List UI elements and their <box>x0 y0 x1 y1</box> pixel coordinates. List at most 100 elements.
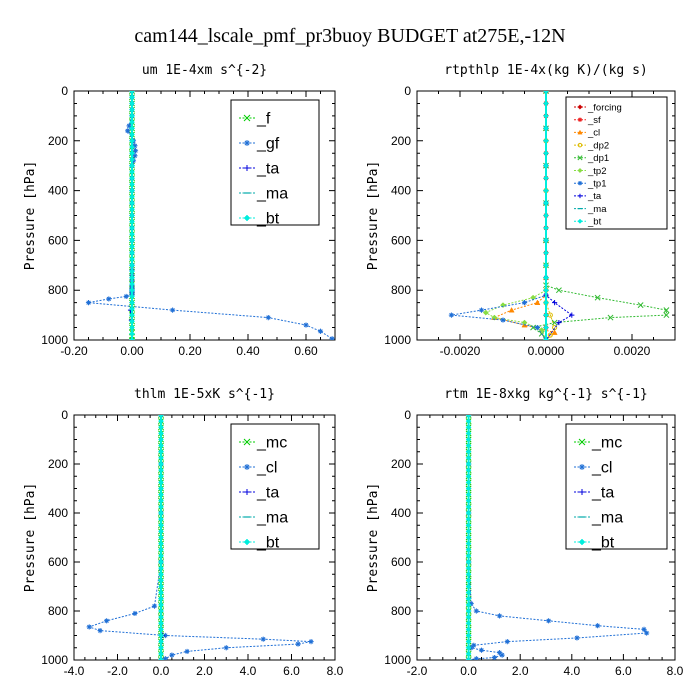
data-point <box>663 312 670 319</box>
data-point <box>543 187 549 194</box>
x-tick-label: 8.0 <box>327 664 344 678</box>
legend-entry: _bt <box>239 535 280 552</box>
data-point <box>543 324 549 331</box>
data-point <box>534 324 540 331</box>
legend-label: _ta <box>591 485 614 502</box>
y-tick-label: 0 <box>61 84 68 98</box>
legend-entry: _bt <box>574 535 615 552</box>
data-point <box>473 656 479 660</box>
data-point <box>129 162 135 169</box>
legend-label: _ma <box>587 204 607 215</box>
figure-title: cam144_lscale_pmf_pr3buoy BUDGET at275E,… <box>134 25 565 47</box>
data-point <box>158 595 164 602</box>
data-point <box>543 212 549 219</box>
data-point <box>465 454 472 461</box>
data-point <box>158 540 164 547</box>
data-point <box>129 187 135 194</box>
data-point <box>465 614 472 621</box>
data-point <box>543 337 549 340</box>
legend-entry: _mc <box>574 435 622 452</box>
y-tick-label: 0 <box>404 408 411 422</box>
x-tick-label: 4.0 <box>240 664 257 678</box>
data-point <box>129 200 135 207</box>
legend-label: _dp1 <box>587 153 609 164</box>
data-point <box>132 148 139 154</box>
y-axis-label: Pressure [hPa] <box>23 161 38 271</box>
x-tick-label: 0.20 <box>178 344 202 358</box>
data-point <box>308 639 314 645</box>
data-point <box>637 302 644 309</box>
panel-4: rtm 1E-8xkg kg^{-1} s^{-1} Pressure [hPa]… <box>366 387 684 678</box>
data-point <box>158 565 164 572</box>
data-point <box>265 314 271 321</box>
data-point <box>465 448 472 455</box>
x-tick-label: 0.0 <box>460 664 477 678</box>
data-point <box>471 642 477 648</box>
legend-label: _bt <box>591 535 615 552</box>
legend-entry: _ma <box>574 204 607 215</box>
y-axis-label: Pressure [hPa] <box>366 161 381 271</box>
data-point <box>158 491 164 498</box>
data-point <box>158 516 164 523</box>
x-tick-label: 0.0 <box>153 664 170 678</box>
data-point <box>543 150 549 157</box>
legend-entry: _ma <box>239 186 288 203</box>
data-point <box>129 256 135 263</box>
data-point <box>129 106 135 113</box>
data-point <box>482 309 489 316</box>
data-point <box>129 293 135 300</box>
legend-entry: _bt <box>574 217 602 228</box>
data-point <box>478 647 485 653</box>
data-point <box>158 608 164 614</box>
data-point <box>465 491 472 498</box>
data-point <box>129 299 135 306</box>
x-tick-label: 6.0 <box>283 664 300 678</box>
data-point <box>465 442 472 449</box>
data-point <box>129 119 135 126</box>
data-point <box>543 112 549 119</box>
data-point <box>530 294 537 301</box>
data-point <box>504 639 510 645</box>
data-point <box>158 467 164 474</box>
data-point <box>184 648 190 655</box>
data-point <box>594 294 601 301</box>
legend-entry: _ma <box>574 510 623 527</box>
x-tick-label: -0.20 <box>60 344 88 358</box>
x-tick-label: 6.0 <box>615 664 632 678</box>
data-point <box>465 497 472 504</box>
legend-entry: _cl <box>574 460 612 477</box>
data-point <box>129 287 135 294</box>
data-point <box>595 623 601 629</box>
data-point <box>129 206 135 213</box>
data-point <box>158 503 164 510</box>
data-point <box>465 583 472 590</box>
data-point <box>641 626 647 632</box>
data-point <box>223 645 229 651</box>
y-tick-label: 200 <box>48 134 68 148</box>
data-point <box>123 293 129 300</box>
y-tick-label: 0 <box>404 84 411 98</box>
x-tick-label: 2.0 <box>196 664 213 678</box>
x-tick-label: -2.0 <box>407 664 428 678</box>
data-point <box>158 626 164 633</box>
panel-2: rtpthlp 1E-4x(kg K)/(kg s) Pressure [hPa]… <box>366 63 676 358</box>
data-point <box>499 652 505 658</box>
data-point <box>132 143 138 149</box>
data-point <box>465 436 472 443</box>
data-point <box>129 243 135 250</box>
data-point <box>555 287 562 294</box>
data-point <box>543 274 549 281</box>
legend: _mc _cl _ta _ma _bt <box>230 423 320 552</box>
y-tick-label: 600 <box>391 555 411 569</box>
x-tick-label: 0.00 <box>120 344 144 358</box>
data-point <box>552 300 558 306</box>
series-line-ta <box>545 91 573 340</box>
legend-entry: _ta <box>574 191 602 202</box>
data-point <box>158 601 164 608</box>
data-point <box>543 200 549 207</box>
legend-entry: _dp2 <box>574 140 609 151</box>
data-point <box>556 319 562 326</box>
y-tick-label: 400 <box>391 184 411 198</box>
y-tick-label: 600 <box>48 233 68 247</box>
